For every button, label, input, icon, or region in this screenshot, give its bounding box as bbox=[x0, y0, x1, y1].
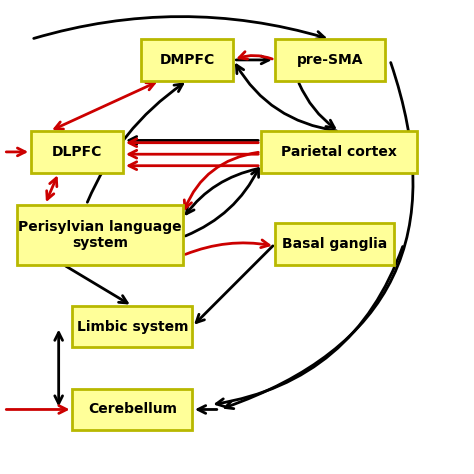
FancyBboxPatch shape bbox=[141, 39, 233, 81]
FancyBboxPatch shape bbox=[261, 131, 418, 173]
FancyBboxPatch shape bbox=[275, 39, 385, 81]
Text: Limbic system: Limbic system bbox=[76, 319, 188, 334]
FancyBboxPatch shape bbox=[275, 223, 394, 264]
FancyBboxPatch shape bbox=[73, 389, 192, 430]
Text: Parietal cortex: Parietal cortex bbox=[281, 145, 397, 159]
FancyBboxPatch shape bbox=[31, 131, 123, 173]
Text: Cerebellum: Cerebellum bbox=[88, 402, 177, 417]
Text: pre-SMA: pre-SMA bbox=[297, 53, 363, 67]
Text: DLPFC: DLPFC bbox=[52, 145, 102, 159]
Text: Basal ganglia: Basal ganglia bbox=[282, 237, 387, 251]
Text: DMPFC: DMPFC bbox=[160, 53, 215, 67]
FancyBboxPatch shape bbox=[17, 205, 183, 264]
FancyBboxPatch shape bbox=[73, 306, 192, 347]
Text: Perisylvian language
system: Perisylvian language system bbox=[18, 219, 182, 250]
